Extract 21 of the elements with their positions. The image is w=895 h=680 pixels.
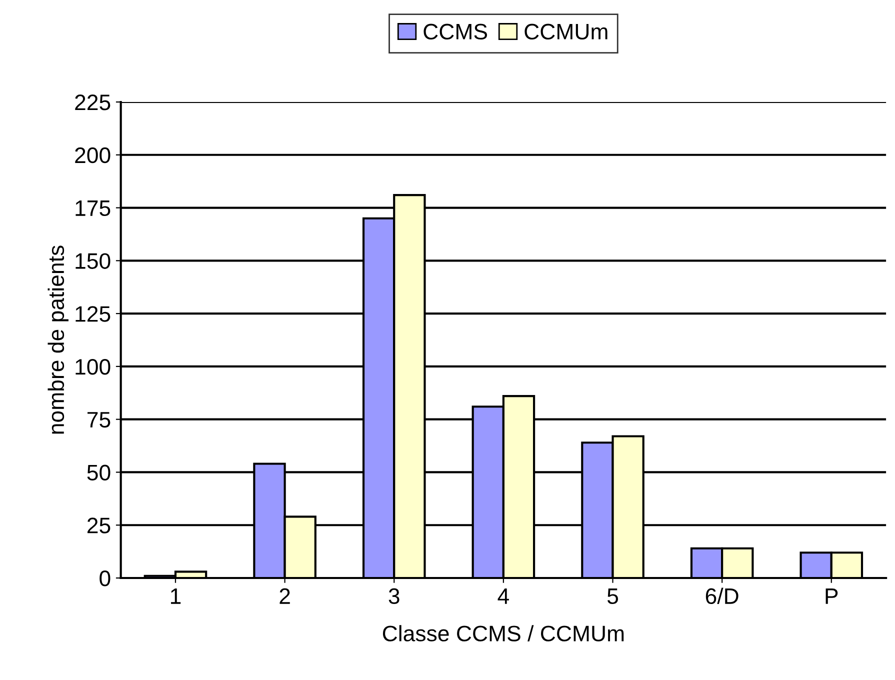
y-axis-title: nombre de patients [48, 246, 68, 434]
y-tick-label: 0 [100, 570, 110, 586]
x-axis-title: Classe CCMS / CCMUm [382, 625, 624, 642]
y-tick-label: 50 [87, 464, 110, 480]
y-tick-label: 75 [88, 412, 110, 428]
x-tick-label: 3 [388, 588, 400, 604]
y-tick-label: 125 [76, 306, 110, 322]
x-tick-label: P [826, 588, 838, 604]
y-tick-label: 150 [76, 253, 110, 269]
x-tick-label: 1 [171, 588, 181, 604]
x-tick-label: 2 [280, 588, 290, 604]
y-tick-label: 225 [75, 94, 110, 110]
legend-label: CCMUm [524, 24, 608, 40]
y-tick-label: 25 [88, 518, 110, 534]
y-tick-label: 175 [76, 200, 110, 216]
x-tick-label: 4 [498, 588, 509, 604]
legend-label: CCMS [424, 24, 487, 40]
x-tick-label: 6/D [706, 588, 738, 604]
y-tick-label: 100 [76, 358, 110, 375]
x-tick-label: 5 [607, 588, 618, 604]
y-tick-label: 200 [75, 147, 110, 164]
